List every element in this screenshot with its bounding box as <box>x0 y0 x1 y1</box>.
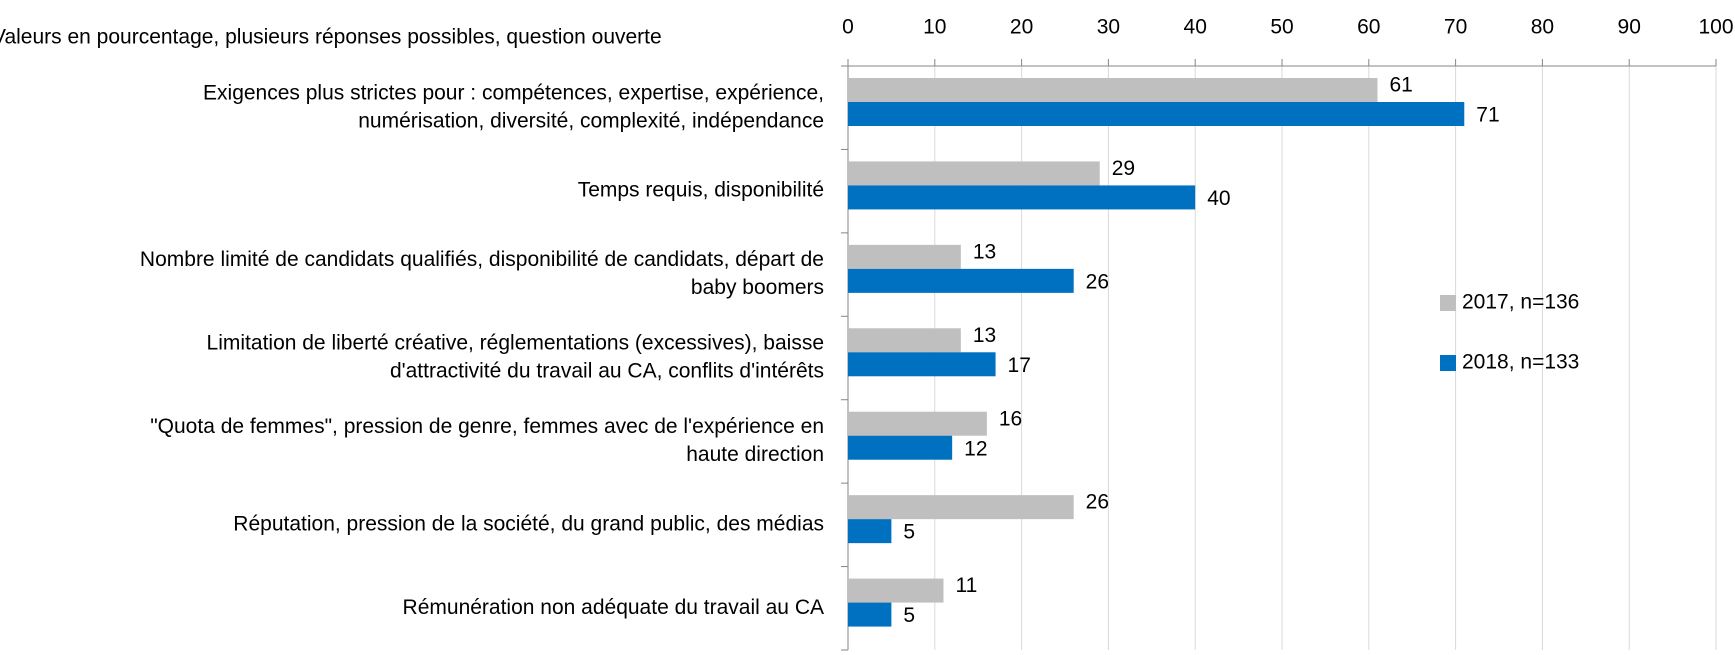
y-tick-label: Limitation de liberté créative, réglemen… <box>207 332 824 355</box>
y-tick-label: haute direction <box>686 443 824 466</box>
y-tick-label: Temps requis, disponibilité <box>578 179 824 202</box>
bar <box>848 435 953 460</box>
data-label: 17 <box>1008 354 1031 377</box>
data-label: 61 <box>1389 74 1412 97</box>
legend-label: 2018, n=133 <box>1462 351 1579 374</box>
y-tick-label: Réputation, pression de la société, du g… <box>233 512 824 535</box>
x-tick-label: 30 <box>1097 16 1120 39</box>
data-label: 71 <box>1476 104 1499 127</box>
data-label: 29 <box>1112 157 1135 180</box>
bar <box>848 328 961 353</box>
y-tick-label: "Quota de femmes", pression de genre, fe… <box>150 415 824 438</box>
bar <box>848 352 996 377</box>
bar <box>848 102 1465 126</box>
subtitle: Valeurs en pourcentage, plusieurs répons… <box>0 26 662 49</box>
bar <box>848 602 892 627</box>
data-label: 11 <box>955 574 977 597</box>
x-tick-label: 0 <box>842 16 854 39</box>
x-tick-label: 50 <box>1270 16 1293 39</box>
y-tick-label: Exigences plus strictes pour : compétenc… <box>203 81 824 104</box>
data-label: 13 <box>973 324 996 347</box>
y-tick-label: Nombre limité de candidats qualifiés, di… <box>140 248 824 271</box>
bar <box>848 495 1074 520</box>
bar <box>848 519 892 544</box>
y-tick-label: numérisation, diversité, complexité, ind… <box>358 109 824 132</box>
legend-swatch <box>1440 295 1456 311</box>
y-tick-label: baby boomers <box>691 276 824 299</box>
bar <box>848 411 987 436</box>
y-tick-label: Rémunération non adéquate du travail au … <box>403 596 824 619</box>
legend-swatch <box>1440 355 1456 371</box>
bar <box>848 578 944 603</box>
data-label: 16 <box>999 407 1022 430</box>
bar <box>848 185 1196 210</box>
x-tick-label: 80 <box>1531 16 1554 39</box>
x-tick-label: 10 <box>923 16 946 39</box>
data-label: 26 <box>1086 270 1109 293</box>
x-tick-label: 40 <box>1184 16 1207 39</box>
data-label: 40 <box>1207 187 1230 210</box>
x-tick-label: 90 <box>1618 16 1641 39</box>
data-label: 12 <box>964 437 987 460</box>
x-tick-label: 60 <box>1357 16 1380 39</box>
bar <box>848 161 1100 186</box>
y-tick-label: d'attractivité du travail au CA, conflit… <box>390 360 824 383</box>
data-label: 5 <box>903 521 915 544</box>
data-label: 26 <box>1086 491 1109 514</box>
bar <box>848 244 961 269</box>
x-tick-label: 70 <box>1444 16 1467 39</box>
x-tick-label: 20 <box>1010 16 1033 39</box>
bar <box>848 268 1074 293</box>
bar <box>848 78 1378 102</box>
data-label: 13 <box>973 240 996 263</box>
x-tick-label: 100 <box>1698 16 1733 39</box>
legend-label: 2017, n=136 <box>1462 291 1579 314</box>
data-label: 5 <box>903 604 915 627</box>
